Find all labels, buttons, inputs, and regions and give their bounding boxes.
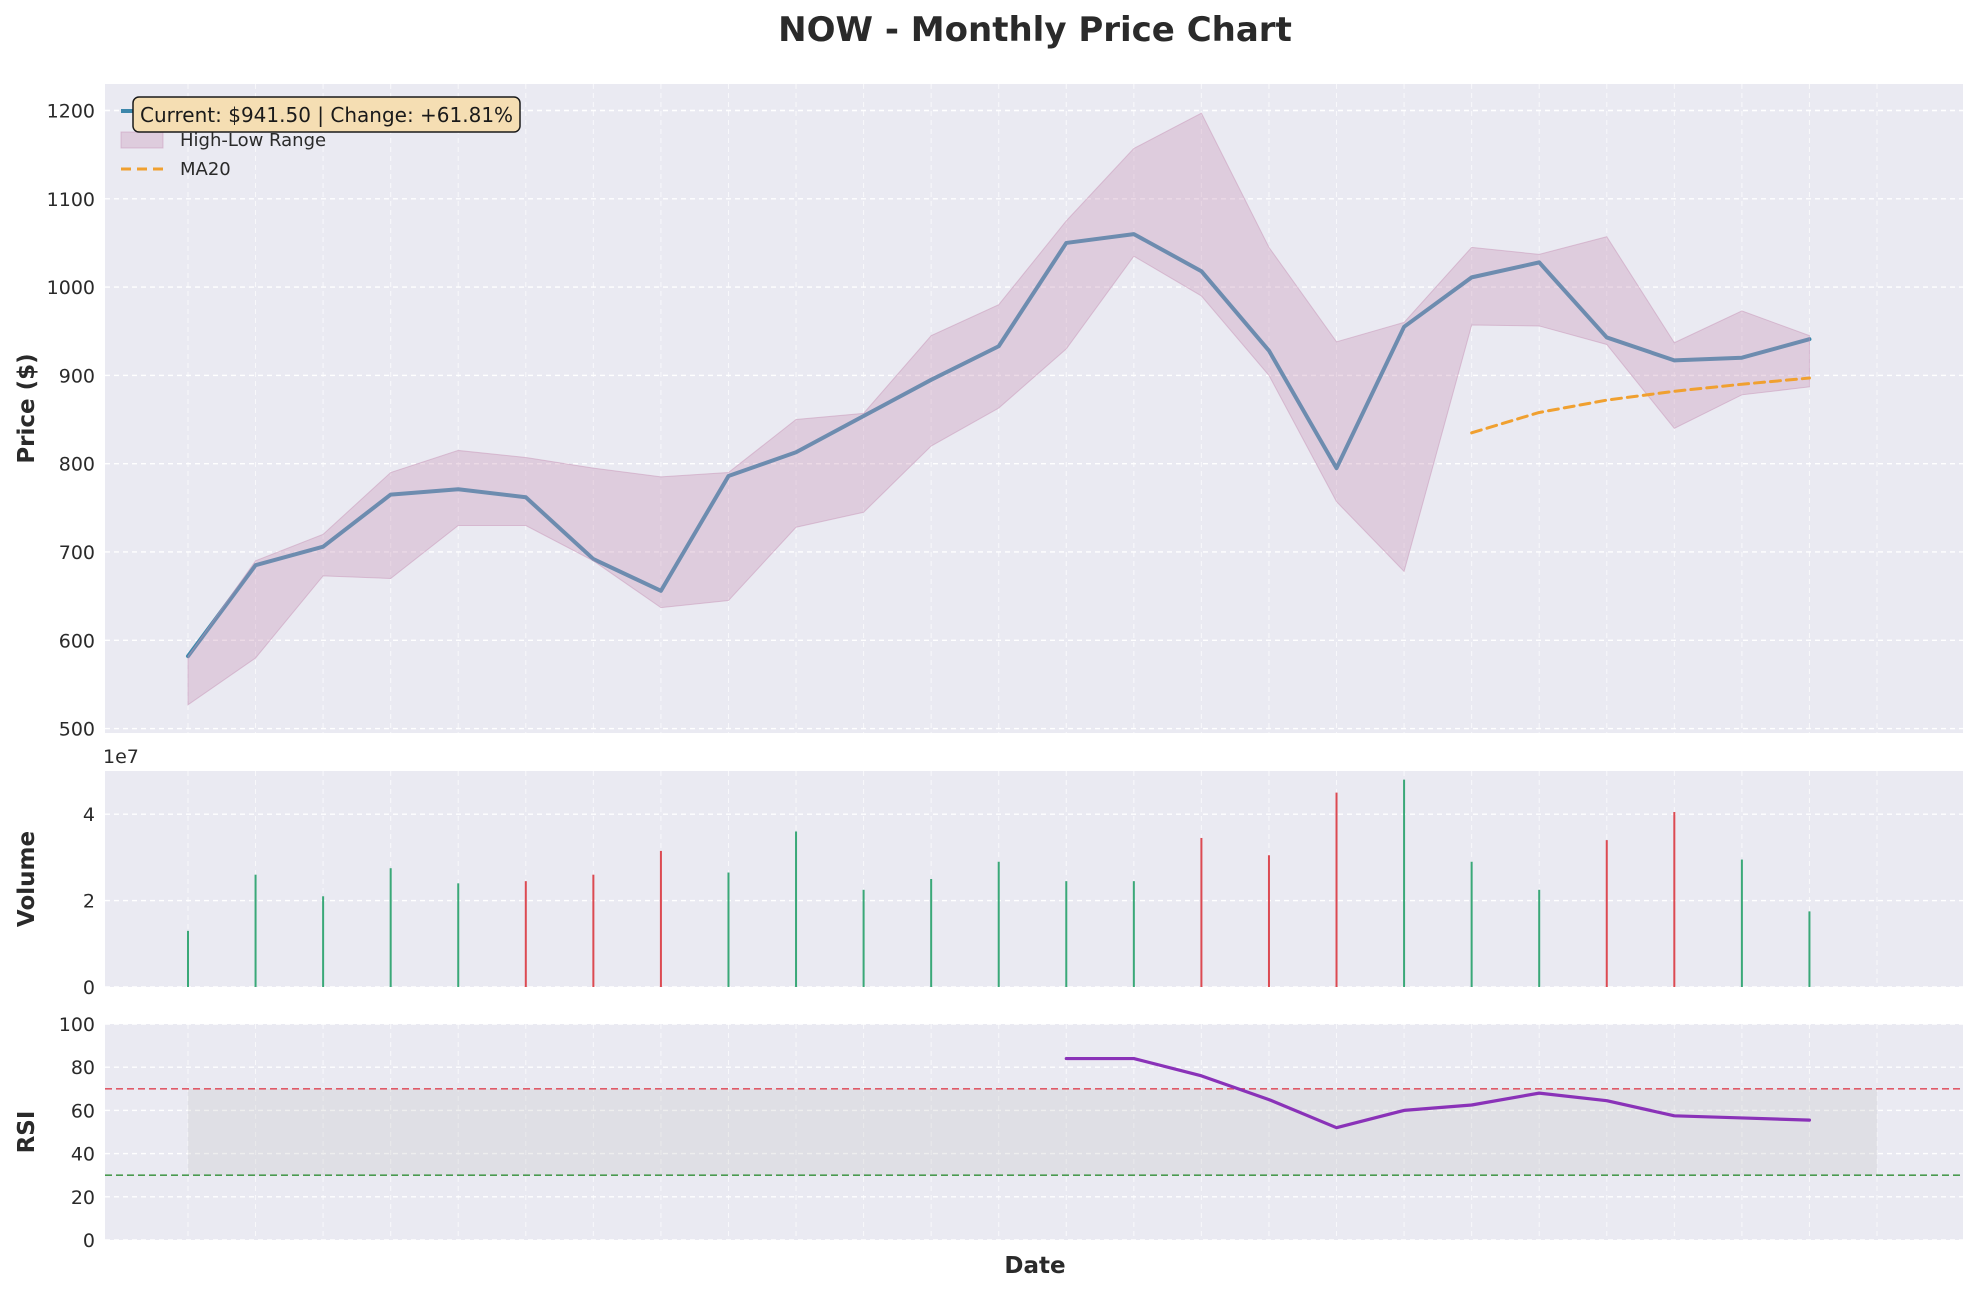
volume-bar — [660, 851, 662, 987]
volume-bar — [1606, 840, 1608, 987]
rsi-y-tick-label: 80 — [71, 1057, 95, 1079]
volume-bar — [930, 879, 932, 987]
price-y-tick-label: 500 — [59, 719, 95, 741]
rsi-y-axis-label: RSI — [14, 1111, 40, 1154]
rsi-neutral-band — [188, 1089, 1877, 1175]
info-annotation: Current: $941.50 | Change: +61.81% — [133, 97, 520, 132]
rsi-y-tick-label: 60 — [71, 1100, 95, 1122]
volume-bar — [1133, 881, 1135, 987]
volume-bar — [1403, 780, 1405, 987]
legend-label: High-Low Range — [180, 130, 326, 151]
volume-bar — [187, 931, 189, 987]
volume-bar — [1336, 793, 1338, 987]
info-annotation-text: Current: $941.50 | Change: +61.81% — [140, 103, 513, 127]
volume-plot-area — [105, 771, 1963, 987]
volume-bar — [255, 875, 257, 987]
volume-bar — [1673, 812, 1675, 987]
volume-bar — [727, 873, 729, 987]
volume-bar — [795, 831, 797, 987]
volume-bar — [1471, 862, 1473, 987]
price-y-axis-label: Price ($) — [14, 353, 40, 463]
volume-bar — [457, 883, 459, 987]
volume-y-tick-label: 0 — [83, 977, 95, 999]
rsi-y-tick-label: 100 — [59, 1014, 95, 1036]
chart-title: NOW - Monthly Price Chart — [778, 10, 1292, 50]
rsi-panel: 0 20 40 60 80 100 RSI — [14, 1014, 1963, 1252]
price-y-tick-label: 700 — [59, 542, 95, 564]
volume-bar — [863, 890, 865, 987]
rsi-y-tick-label: 20 — [71, 1187, 95, 1209]
price-y-tick-label: 1200 — [47, 100, 95, 122]
volume-bar — [1268, 855, 1270, 987]
legend-label: MA20 — [180, 159, 231, 180]
volume-y-axis-label: Volume — [14, 831, 40, 927]
rsi-y-tick-label: 0 — [83, 1230, 95, 1252]
volume-bar — [998, 862, 1000, 987]
volume-bar — [1200, 838, 1202, 987]
volume-bar — [592, 875, 594, 987]
volume-bar — [1808, 911, 1810, 987]
volume-bar — [390, 868, 392, 987]
price-y-tick-label: 1100 — [47, 189, 95, 211]
price-y-tick-label: 600 — [59, 630, 95, 652]
x-axis-label: Date — [1004, 1253, 1065, 1279]
rsi-y-tick-label: 40 — [71, 1144, 95, 1166]
price-panel: 500 600 700 800 900 1000 1100 1200 Price ($) — [14, 84, 1963, 741]
price-y-tick-label: 800 — [59, 454, 95, 476]
volume-bar — [525, 881, 527, 987]
volume-y-tick-label: 4 — [83, 804, 95, 826]
volume-bar — [1538, 890, 1540, 987]
price-y-tick-label: 1000 — [47, 277, 95, 299]
price-y-tick-label: 900 — [59, 365, 95, 387]
volume-panel: 0 2 4 Volume 1e7 — [14, 746, 1963, 999]
volume-bar — [322, 896, 324, 987]
legend-range-swatch — [121, 132, 163, 148]
volume-bar — [1741, 860, 1743, 987]
volume-y-tick-label: 2 — [83, 891, 95, 913]
volume-scale-label: 1e7 — [103, 746, 139, 768]
volume-bar — [1065, 881, 1067, 987]
